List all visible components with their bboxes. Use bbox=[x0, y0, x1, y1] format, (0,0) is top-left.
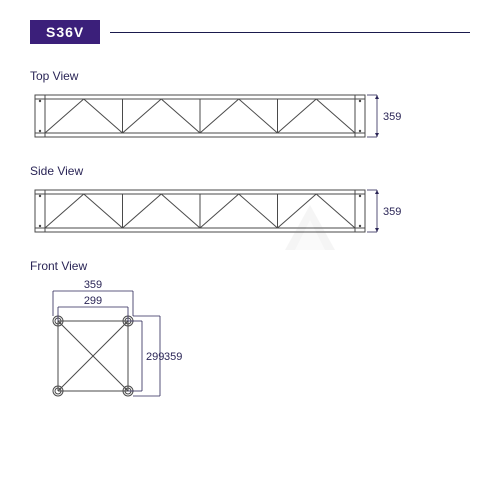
side-view-label: Side View bbox=[30, 164, 470, 178]
svg-text:359: 359 bbox=[383, 206, 401, 218]
top-view-drawing: 359 bbox=[30, 89, 470, 144]
svg-text:359: 359 bbox=[164, 351, 182, 363]
model-badge: S36V bbox=[30, 20, 100, 44]
header-rule bbox=[110, 32, 470, 33]
top-view-section: Top View 359 bbox=[30, 69, 470, 144]
front-view-label: Front View bbox=[30, 259, 470, 273]
svg-text:359: 359 bbox=[383, 111, 401, 123]
svg-text:299: 299 bbox=[84, 295, 102, 307]
top-view-label: Top View bbox=[30, 69, 470, 83]
front-view-drawing: 359299299359 bbox=[30, 279, 470, 409]
side-view-drawing: 359 bbox=[30, 184, 470, 239]
front-view-section: Front View 359299299359 bbox=[30, 259, 470, 409]
svg-text:299: 299 bbox=[146, 351, 164, 363]
svg-text:359: 359 bbox=[84, 279, 102, 291]
side-view-section: Side View 359 bbox=[30, 164, 470, 239]
header-bar: S36V bbox=[30, 20, 470, 44]
